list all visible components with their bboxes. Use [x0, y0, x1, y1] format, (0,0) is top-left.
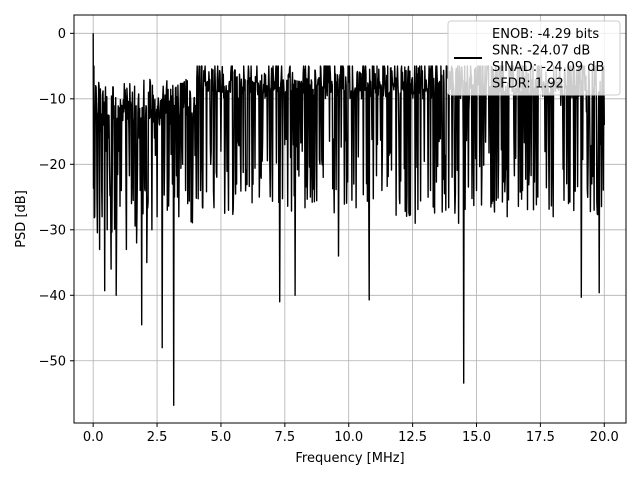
x-tick-label: 5.0 — [211, 430, 232, 445]
x-tick-label: 7.5 — [274, 430, 295, 445]
y-tick-label: −20 — [39, 158, 66, 173]
x-tick-label: 12.5 — [398, 430, 427, 445]
y-tick-label: −30 — [39, 223, 66, 238]
plot-frame — [73, 14, 627, 424]
y-tick-label: −40 — [39, 289, 66, 304]
y-tick-label: −10 — [39, 92, 66, 107]
x-tick-label: 17.5 — [526, 430, 555, 445]
legend-box — [447, 20, 621, 96]
x-tick-label: 15.0 — [462, 430, 491, 445]
y-axis-label: PSD [dB] — [14, 190, 29, 248]
axis-ticks: 0.0 2.5 5.0 7.5 10.0 12.5 15.0 17.5 20.0 0 −10 −20 −… — [39, 27, 619, 445]
legend-entry: SFDR: 1.92 — [492, 77, 564, 92]
legend-entry: ENOB: -4.29 bits — [492, 27, 599, 42]
x-tick-label: 20.0 — [590, 430, 619, 445]
x-axis-label: Frequency [MHz] — [295, 451, 404, 466]
y-tick-label: 0 — [58, 27, 66, 42]
legend-entry: SNR: -24.07 dB — [492, 44, 590, 59]
y-tick-label: −50 — [39, 354, 66, 369]
x-tick-label: 0.0 — [83, 430, 104, 445]
legend-entry: SINAD: -24.09 dB — [492, 60, 604, 75]
x-tick-label: 2.5 — [147, 430, 168, 445]
x-tick-label: 10.0 — [334, 430, 363, 445]
